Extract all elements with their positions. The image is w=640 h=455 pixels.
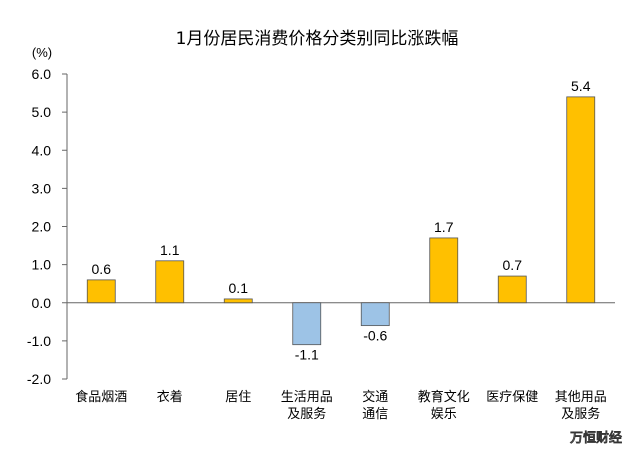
x-tick-label: 食品烟酒 [75, 389, 127, 405]
data-label: -0.6 [363, 328, 387, 344]
bar-series: 0.6 1.1 0.1 -1.1 -0.6 1.7 0.7 5.4 [86, 78, 596, 363]
x-tick-label: 教育文化 [418, 389, 470, 405]
x-tick-label: 生活用品 [281, 390, 333, 405]
data-label: 0.6 [92, 261, 112, 277]
y-tick-label: 2.0 [32, 219, 52, 235]
y-axis: 6.0 5.0 4.0 3.0 2.0 1.0 0.0 -1.0 -2.0 [27, 66, 615, 387]
bar [429, 237, 459, 304]
y-unit-label: (%) [32, 45, 52, 60]
y-tick-label: 5.0 [32, 104, 52, 120]
x-tick-label: 及服务 [287, 406, 326, 422]
bar [86, 279, 116, 304]
y-tick-label: -2.0 [27, 371, 51, 387]
bar [155, 260, 185, 304]
data-label: 0.1 [229, 280, 249, 296]
bar [360, 302, 390, 327]
x-tick-label: 其他用品 [555, 390, 607, 405]
y-tick-label: 1.0 [32, 257, 52, 273]
watermark: 万恒财经 [569, 430, 622, 446]
bar [566, 96, 596, 304]
y-tick-label: 4.0 [32, 142, 52, 158]
x-tick-label: 居住 [225, 390, 251, 405]
x-tick-label: 娱乐 [431, 407, 457, 422]
bar [497, 275, 527, 304]
chart-title: 1月份居民消费价格分类别同比涨跌幅 [176, 29, 459, 49]
x-tick-label: 衣着 [157, 389, 183, 405]
y-tick-label: 3.0 [32, 180, 52, 196]
bar [223, 298, 253, 304]
x-tick-label: 通信 [362, 407, 388, 422]
y-tick-label: 0.0 [32, 295, 52, 311]
bar [292, 302, 322, 346]
x-tick-label: 及服务 [561, 406, 600, 422]
y-tick-label: -1.0 [27, 333, 51, 349]
data-label: 1.7 [434, 219, 454, 235]
data-label: 1.1 [160, 242, 180, 258]
data-label: -1.1 [295, 347, 319, 363]
x-tick-label: 医疗保健 [486, 390, 538, 405]
data-label: 0.7 [503, 257, 523, 273]
y-tick-label: 6.0 [32, 66, 52, 82]
data-label: 5.4 [571, 78, 591, 94]
x-tick-label: 交通 [362, 389, 388, 405]
